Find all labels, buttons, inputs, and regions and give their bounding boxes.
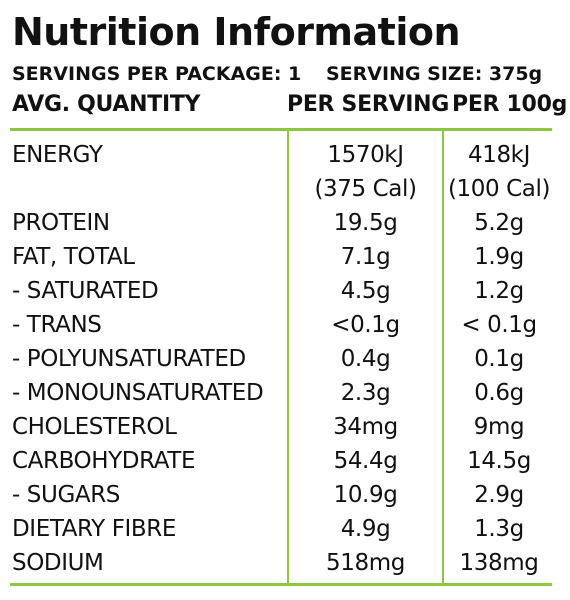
table-row-carbohydrate: CARBOHYDRATE 54.4g 14.5g — [0, 444, 570, 478]
table-bottom-rule — [10, 583, 552, 586]
per-100g-cal: (100 Cal) — [447, 176, 551, 202]
nutrient-name: ENERGY — [12, 142, 103, 168]
table-row-protein: PROTEIN 19.5g 5.2g — [0, 206, 570, 240]
table-row-sugars: - SUGARS 10.9g 2.9g — [0, 478, 570, 512]
per-100g-value: 0.6g — [474, 380, 524, 406]
nutrient-name: - POLYUNSATURATED — [12, 346, 246, 372]
per-serving-value: <0.1g — [331, 312, 400, 338]
column-divider-2 — [442, 131, 444, 583]
per-100g-value: 1.2g — [474, 278, 524, 304]
nutrient-name: PROTEIN — [12, 210, 110, 236]
nutrient-name: - SUGARS — [12, 482, 120, 508]
table-row-cholesterol: CHOLESTEROL 34mg 9mg — [0, 410, 570, 444]
table-top-rule — [10, 128, 552, 131]
table-row-sodium: SODIUM 518mg 138mg — [0, 546, 570, 580]
nutrient-name: - SATURATED — [12, 278, 159, 304]
per-100g-value: 9mg — [473, 414, 525, 440]
per-100g-value: < 0.1g — [461, 312, 537, 338]
nutrient-name: CARBOHYDRATE — [12, 448, 196, 474]
per-serving-value: 54.4g — [333, 448, 398, 474]
per-100g-value: 138mg — [459, 550, 539, 576]
per-serving-kj: 1570kJ — [327, 142, 404, 168]
per-100g-value: 0.1g — [474, 346, 524, 372]
per-serving-value: 4.5g — [340, 278, 391, 304]
nutrient-name: - MONOUNSATURATED — [12, 380, 264, 406]
per-serving-cal: (375 Cal) — [314, 176, 417, 202]
table-row-energy: ENERGY 1570kJ (375 Cal) 418kJ (100 Cal) — [0, 138, 570, 206]
per-serving-value: 1570kJ (375 Cal) — [289, 138, 442, 206]
nutrient-name: SODIUM — [12, 550, 104, 576]
nutrient-name: FAT, TOTAL — [12, 244, 135, 270]
per-100g-value: 2.9g — [474, 482, 524, 508]
per-serving-value: 0.4g — [340, 346, 391, 372]
nutrient-name: CHOLESTEROL — [12, 414, 177, 440]
per-serving-value: 4.9g — [340, 516, 391, 542]
table-row-trans: - TRANS <0.1g < 0.1g — [0, 308, 570, 342]
per-100g-value: 14.5g — [467, 448, 531, 474]
per-serving-value: 10.9g — [333, 482, 398, 508]
table-row-fat-total: FAT, TOTAL 7.1g 1.9g — [0, 240, 570, 274]
per-100g-value: 1.3g — [474, 516, 524, 542]
per-serving-value: 34mg — [333, 414, 398, 440]
per-serving-value: 19.5g — [333, 210, 398, 236]
serving-size: SERVING SIZE: 375g — [326, 63, 543, 85]
column-header-quantity: AVG. QUANTITY — [12, 92, 201, 117]
panel-title: Nutrition Information — [12, 10, 461, 54]
per-serving-value: 2.3g — [340, 380, 391, 406]
column-header-per-100g: PER 100g — [452, 92, 568, 117]
table-row-monounsaturated: - MONOUNSATURATED 2.3g 0.6g — [0, 376, 570, 410]
per-100g-value: 5.2g — [474, 210, 524, 236]
table-row-saturated: - SATURATED 4.5g 1.2g — [0, 274, 570, 308]
per-100g-kj: 418kJ — [467, 142, 530, 168]
per-serving-value: 7.1g — [340, 244, 391, 270]
nutrient-name: DIETARY FIBRE — [12, 516, 176, 542]
column-divider-1 — [287, 131, 289, 583]
per-100g-value: 418kJ (100 Cal) — [444, 138, 554, 206]
nutrition-table-body: ENERGY 1570kJ (375 Cal) 418kJ (100 Cal) … — [0, 138, 570, 580]
column-header-per-serving: PER SERVING — [287, 92, 449, 117]
nutrient-name: - TRANS — [12, 312, 102, 338]
per-serving-value: 518mg — [326, 550, 405, 576]
servings-per-package: SERVINGS PER PACKAGE: 1 — [12, 63, 302, 85]
per-100g-value: 1.9g — [474, 244, 524, 270]
table-row-dietary-fibre: DIETARY FIBRE 4.9g 1.3g — [0, 512, 570, 546]
table-row-polyunsaturated: - POLYUNSATURATED 0.4g 0.1g — [0, 342, 570, 376]
